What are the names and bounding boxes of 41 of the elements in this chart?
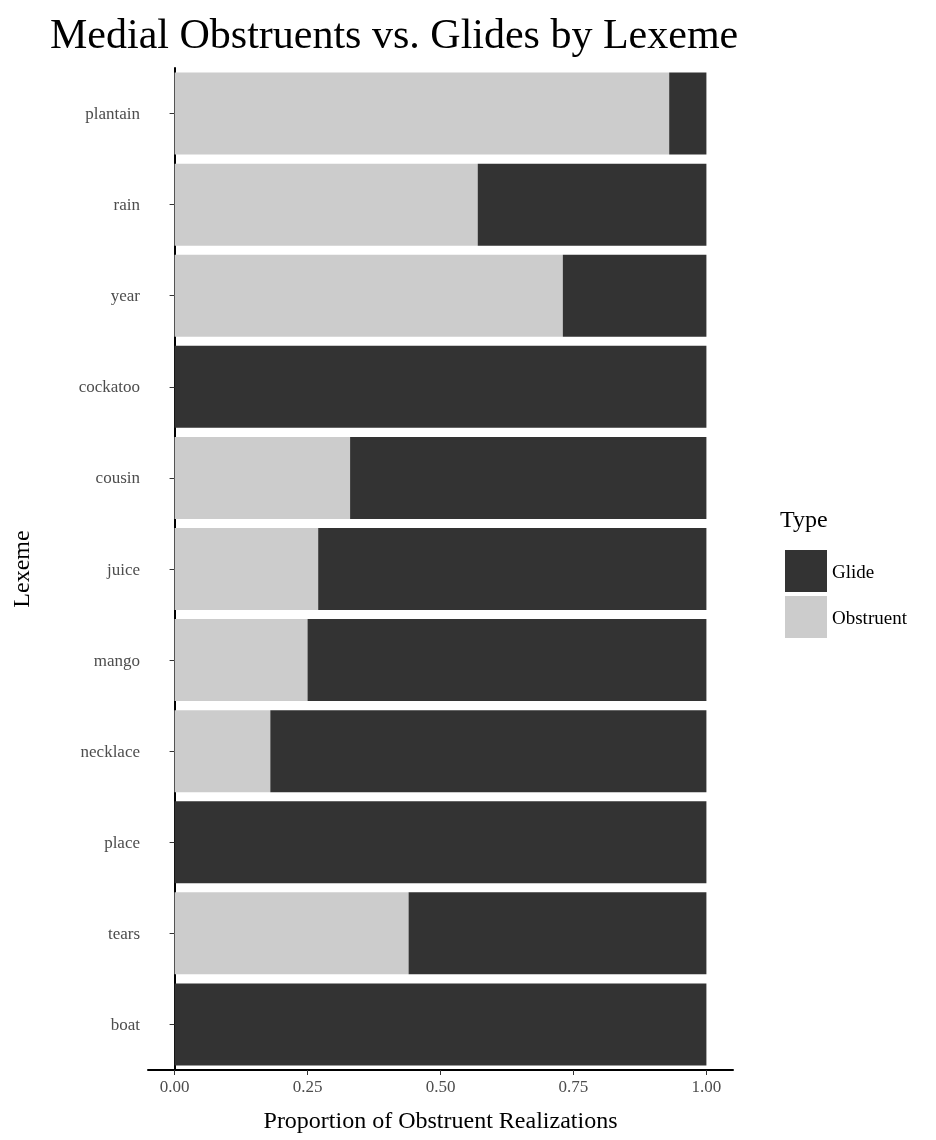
y-tick-label: boat: [110, 1014, 141, 1034]
bar: [174, 619, 308, 702]
y-tick-label: place: [104, 832, 140, 852]
bar: [350, 436, 707, 519]
legend-label: Obstruent: [832, 606, 908, 628]
bar: [562, 254, 707, 337]
legend-title: Type: [780, 506, 828, 532]
y-tick-label: mango: [93, 650, 140, 670]
x-tick-label: 0.00: [159, 1077, 190, 1096]
legend-label: Glide: [832, 560, 875, 582]
y-tick-label: juice: [105, 559, 140, 579]
bar: [174, 892, 409, 975]
x-tick-label: 0.25: [292, 1077, 323, 1096]
bar: [174, 801, 707, 884]
y-tick-label: tears: [107, 923, 140, 943]
bar: [174, 983, 707, 1066]
bar: [174, 528, 319, 610]
x-tick-label: 1.00: [691, 1077, 722, 1096]
bar: [477, 163, 707, 246]
y-tick-label: plantain: [85, 104, 141, 124]
y-tick-label: rain: [113, 195, 141, 215]
bar: [270, 710, 707, 793]
x-tick-label: 0.50: [425, 1077, 456, 1096]
chart-title: Medial Obstruents vs. Glides by Lexeme: [50, 11, 739, 57]
y-tick-label: cockatoo: [78, 377, 140, 397]
y-tick-label: year: [110, 286, 141, 306]
bar: [318, 528, 707, 610]
x-tick-label: 0.75: [558, 1077, 589, 1096]
y-axis-title: Lexeme: [8, 530, 34, 608]
y-tick-label: necklace: [80, 741, 140, 761]
bar: [174, 345, 707, 428]
bar: [174, 72, 670, 155]
x-axis-title: Proportion of Obstruent Realizations: [263, 1107, 618, 1133]
y-tick-label: cousin: [95, 468, 141, 488]
bar: [669, 72, 707, 155]
bar: [307, 619, 707, 702]
bar: [174, 436, 351, 519]
bar: [174, 254, 563, 337]
bar: [408, 892, 707, 975]
bar: [174, 163, 478, 246]
bar: [174, 710, 271, 793]
